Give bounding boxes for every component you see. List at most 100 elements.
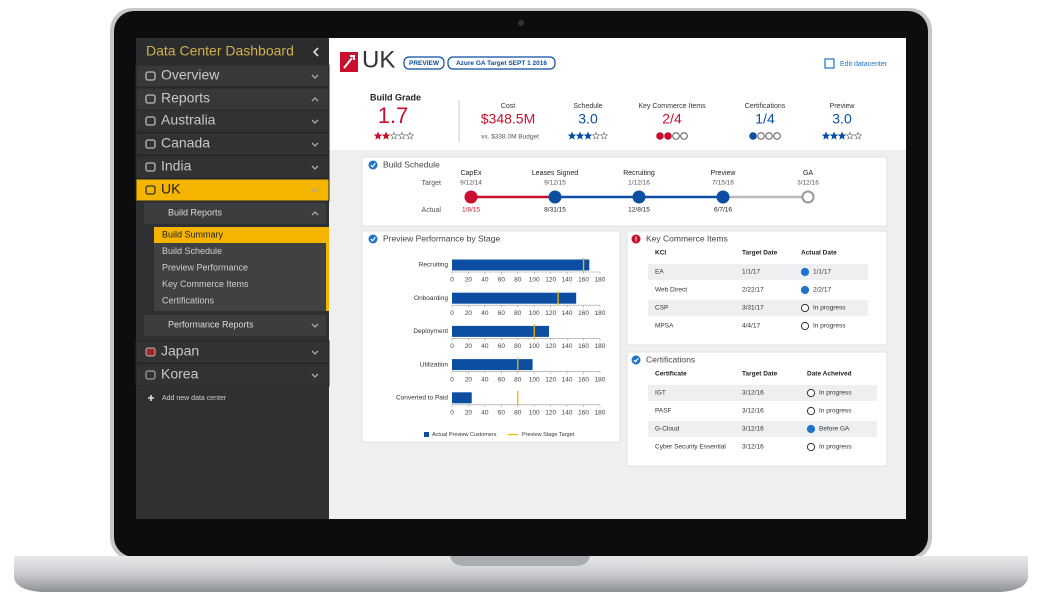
report-link[interactable]: Key Commerce Items bbox=[162, 279, 249, 289]
milestone-name: Preview bbox=[711, 170, 737, 177]
cell: In progress bbox=[819, 390, 852, 397]
cell: CSP bbox=[655, 305, 668, 312]
milestone-target: 9/12/14 bbox=[460, 180, 482, 187]
milestone-actual: 1/8/15 bbox=[462, 207, 480, 214]
nav-row[interactable] bbox=[135, 132, 330, 156]
x-tick-label: 100 bbox=[529, 277, 540, 284]
nav-item[interactable]: Japan bbox=[161, 343, 199, 359]
nav-item[interactable]: Overview bbox=[161, 67, 220, 83]
chevron bbox=[311, 119, 319, 124]
sidebar-title: Data Center Dashboard bbox=[146, 43, 294, 59]
nav-row[interactable] bbox=[135, 64, 330, 88]
status-dot bbox=[806, 406, 816, 416]
metric-value: 3.0 bbox=[578, 111, 598, 127]
nav-item[interactable]: Korea bbox=[161, 366, 199, 382]
column-header: Actual Date bbox=[801, 250, 837, 257]
panel-title: Build Schedule bbox=[383, 159, 440, 169]
report-link[interactable]: Build Summary bbox=[162, 229, 224, 239]
panel-title: Key Commerce Items bbox=[646, 233, 728, 243]
alert-mark: ! bbox=[635, 236, 637, 243]
x-tick-label: 140 bbox=[562, 343, 573, 350]
x-tick-label: 40 bbox=[481, 277, 489, 284]
nav-item[interactable]: India bbox=[161, 158, 192, 174]
star bbox=[837, 131, 847, 140]
nav-item[interactable]: Reports bbox=[161, 90, 210, 106]
nav-item[interactable]: Canada bbox=[161, 135, 210, 151]
report-selected[interactable] bbox=[154, 227, 326, 243]
x-tick-label: 120 bbox=[545, 343, 556, 350]
x-tick-label: 0 bbox=[450, 277, 454, 284]
cell: Before GA bbox=[819, 426, 850, 433]
x-tick-label: 40 bbox=[481, 410, 489, 417]
collapse-icon bbox=[312, 47, 319, 57]
chevron bbox=[311, 188, 319, 193]
milestone-dot bbox=[716, 190, 730, 204]
bar bbox=[452, 325, 550, 337]
nav-row[interactable] bbox=[135, 363, 330, 387]
check-icon bbox=[368, 160, 378, 170]
camera bbox=[518, 20, 524, 26]
x-tick-label: 80 bbox=[514, 376, 522, 383]
report-link[interactable]: Certifications bbox=[162, 295, 215, 305]
add-link[interactable]: Add new data center bbox=[162, 395, 227, 402]
x-tick-label: 80 bbox=[514, 410, 522, 417]
star bbox=[567, 131, 577, 140]
milestone-target: 7/15/16 bbox=[712, 180, 734, 187]
star bbox=[575, 131, 585, 140]
star bbox=[405, 131, 415, 140]
nav-item[interactable]: Australia bbox=[161, 112, 216, 128]
x-tick-label: 120 bbox=[545, 410, 556, 417]
sub-row[interactable] bbox=[144, 203, 326, 224]
x-tick-label: 100 bbox=[529, 343, 540, 350]
cell: Cyber Security Essential bbox=[655, 444, 726, 451]
x-tick-label: 40 bbox=[481, 376, 489, 383]
star bbox=[381, 131, 391, 140]
cell: 2/22/17 bbox=[742, 287, 764, 294]
status-dot bbox=[806, 424, 816, 434]
x-tick-label: 60 bbox=[498, 310, 506, 317]
x-tick-label: 80 bbox=[514, 277, 522, 284]
x-tick-label: 0 bbox=[450, 310, 454, 317]
nav-row[interactable] bbox=[135, 155, 330, 179]
x-tick-label: 60 bbox=[498, 410, 506, 417]
metric-label: Certifications bbox=[745, 103, 786, 110]
nav-icon bbox=[145, 162, 156, 172]
badge-text: PREVIEW bbox=[409, 60, 440, 67]
edit-link[interactable]: Edit datacenter bbox=[840, 61, 888, 68]
nav-row[interactable] bbox=[135, 178, 330, 202]
report-link[interactable]: Preview Performance bbox=[162, 262, 248, 272]
x-tick-label: 100 bbox=[529, 310, 540, 317]
badge-text: Azure GA Target SEPT 1 2016 bbox=[456, 60, 547, 67]
cell: G-Cloud bbox=[655, 426, 680, 433]
nav-item[interactable]: UK bbox=[161, 181, 181, 197]
cell: PASF bbox=[655, 408, 672, 415]
nav-row[interactable] bbox=[135, 109, 330, 133]
nav-icon bbox=[145, 347, 156, 357]
x-tick-label: 140 bbox=[562, 376, 573, 383]
x-tick-label: 80 bbox=[514, 343, 522, 350]
metric-value: 1/4 bbox=[755, 111, 775, 127]
x-tick-label: 140 bbox=[562, 410, 573, 417]
cell: 4/4/17 bbox=[742, 323, 760, 330]
cell: In progress bbox=[819, 408, 852, 415]
star bbox=[397, 131, 407, 140]
nav-row[interactable] bbox=[135, 340, 330, 364]
nav-sub[interactable]: Build Reports bbox=[168, 207, 223, 217]
metric-value: $348.5M bbox=[481, 111, 535, 127]
edit-icon[interactable] bbox=[824, 58, 835, 69]
x-tick-label: 0 bbox=[450, 410, 454, 417]
report-link[interactable]: Build Schedule bbox=[162, 246, 222, 256]
row-bg bbox=[648, 264, 868, 280]
milestone-name: GA bbox=[803, 170, 813, 177]
sub-row[interactable] bbox=[144, 315, 326, 336]
x-tick-label: 120 bbox=[545, 310, 556, 317]
row-bg bbox=[648, 385, 877, 401]
star bbox=[845, 131, 855, 140]
milestone-name: Recruiting bbox=[623, 170, 655, 177]
x-tick-label: 160 bbox=[578, 277, 589, 284]
grade-value: 1.7 bbox=[378, 103, 409, 128]
cell: 2/2/17 bbox=[813, 287, 831, 294]
metric-value: 3.0 bbox=[832, 111, 852, 127]
nav-sub[interactable]: Performance Reports bbox=[168, 319, 254, 329]
